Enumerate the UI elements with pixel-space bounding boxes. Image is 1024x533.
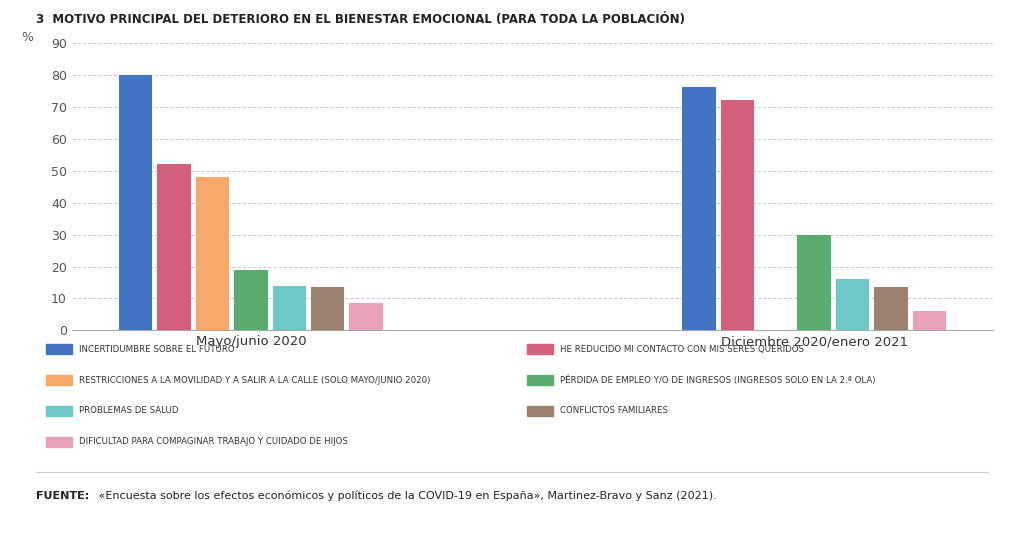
Bar — [682, 87, 716, 330]
Text: CONFLICTOS FAMILIARES: CONFLICTOS FAMILIARES — [560, 407, 668, 415]
Bar — [798, 235, 830, 330]
Bar — [158, 164, 190, 330]
Text: RESTRICCIONES A LA MOVILIDAD Y A SALIR A LA CALLE (SOLO MAYO/JUNIO 2020): RESTRICCIONES A LA MOVILIDAD Y A SALIR A… — [79, 376, 430, 384]
Bar — [196, 177, 229, 330]
Bar — [349, 303, 383, 330]
Bar — [234, 270, 267, 330]
Text: DIFICULTAD PARA COMPAGINAR TRABAJO Y CUIDADO DE HIJOS: DIFICULTAD PARA COMPAGINAR TRABAJO Y CUI… — [79, 438, 348, 446]
Text: «Encuesta sobre los efectos económicos y políticos de la COVID-19 en España», Ma: «Encuesta sobre los efectos económicos y… — [95, 490, 717, 501]
Bar — [119, 75, 153, 330]
Text: 3  MOTIVO PRINCIPAL DEL DETERIORO EN EL BIENESTAR EMOCIONAL (PARA TODA LA POBLAC: 3 MOTIVO PRINCIPAL DEL DETERIORO EN EL B… — [36, 13, 685, 26]
Bar — [836, 279, 869, 330]
Text: PROBLEMAS DE SALUD: PROBLEMAS DE SALUD — [79, 407, 178, 415]
Text: PÉRDIDA DE EMPLEO Y/O DE INGRESOS (INGRESOS SOLO EN LA 2.ª OLA): PÉRDIDA DE EMPLEO Y/O DE INGRESOS (INGRE… — [560, 375, 876, 385]
Bar — [272, 286, 306, 330]
Bar — [874, 287, 907, 330]
Text: HE REDUCIDO MI CONTACTO CON MIS SERES QUERIDOS: HE REDUCIDO MI CONTACTO CON MIS SERES QU… — [560, 345, 804, 353]
Text: FUENTE:: FUENTE: — [36, 491, 89, 500]
Text: %: % — [22, 31, 33, 44]
Bar — [311, 287, 344, 330]
Bar — [912, 311, 946, 330]
Bar — [721, 100, 754, 330]
Text: INCERTIDUMBRE SOBRE EL FUTURO: INCERTIDUMBRE SOBRE EL FUTURO — [79, 345, 234, 353]
